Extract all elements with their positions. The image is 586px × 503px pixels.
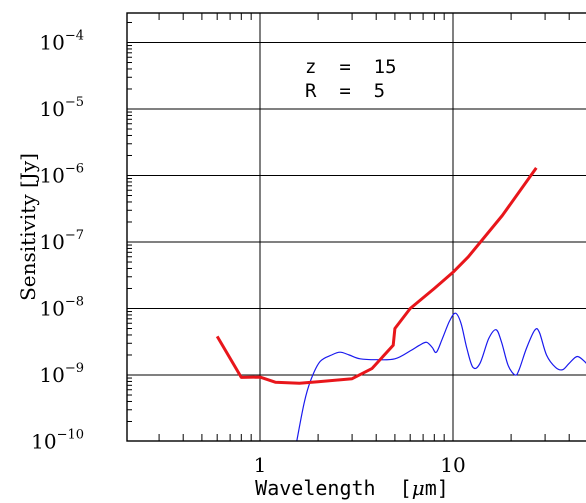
red-series-line [215,167,538,385]
annotation-r: R = 5 [305,80,385,102]
axis-ticks [127,13,570,441]
x-tick-label: 1 [254,453,267,477]
y-tick-label: 10−9 [39,361,84,387]
y-tick-label: 10−10 [31,428,84,454]
plot-frame [126,12,586,442]
y-tick-label: 10−6 [39,162,84,188]
y-tick-label: 10−7 [39,228,84,254]
y-tick-label: 10−8 [39,295,84,321]
y-tick-labels: 10−10 10−9 10−8 10−7 10−6 10−5 10−4 [31,29,84,454]
annotation-z: z = 15 [305,56,397,78]
grid-lines [127,13,586,441]
x-tick-labels: 1 10 [254,453,466,477]
y-axis-label: Sensitivity [Jy] [16,153,40,301]
blue-series-line [296,312,586,441]
x-tick-label: 10 [440,453,465,477]
y-tick-label: 10−5 [39,95,84,121]
x-axis-label: Wavelength [μm] [255,476,449,500]
y-tick-label: 10−4 [39,29,84,55]
